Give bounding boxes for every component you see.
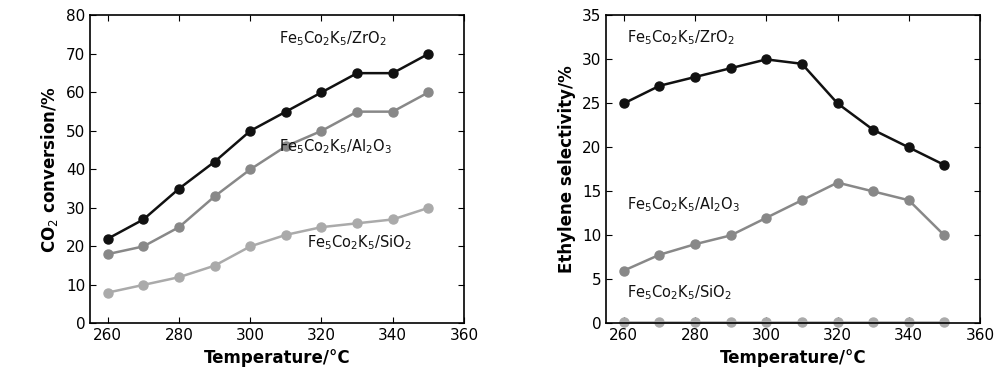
Text: Fe$_5$Co$_2$K$_5$/Al$_2$O$_3$: Fe$_5$Co$_2$K$_5$/Al$_2$O$_3$ bbox=[627, 195, 740, 214]
Text: Fe$_5$Co$_2$K$_5$/ZrO$_2$: Fe$_5$Co$_2$K$_5$/ZrO$_2$ bbox=[279, 29, 386, 48]
Y-axis label: Ethylene selectivity/%: Ethylene selectivity/% bbox=[558, 65, 576, 273]
X-axis label: Temperature/°C: Temperature/°C bbox=[204, 349, 350, 367]
Y-axis label: CO$_2$ conversion/%: CO$_2$ conversion/% bbox=[39, 86, 60, 253]
X-axis label: Temperature/°C: Temperature/°C bbox=[720, 349, 866, 367]
Text: Fe$_5$Co$_2$K$_5$/SiO$_2$: Fe$_5$Co$_2$K$_5$/SiO$_2$ bbox=[307, 233, 412, 252]
Text: Fe$_5$Co$_2$K$_5$/SiO$_2$: Fe$_5$Co$_2$K$_5$/SiO$_2$ bbox=[627, 283, 732, 302]
Text: Fe$_5$Co$_2$K$_5$/ZrO$_2$: Fe$_5$Co$_2$K$_5$/ZrO$_2$ bbox=[627, 28, 735, 47]
Text: Fe$_5$Co$_2$K$_5$/Al$_2$O$_3$: Fe$_5$Co$_2$K$_5$/Al$_2$O$_3$ bbox=[279, 137, 392, 156]
